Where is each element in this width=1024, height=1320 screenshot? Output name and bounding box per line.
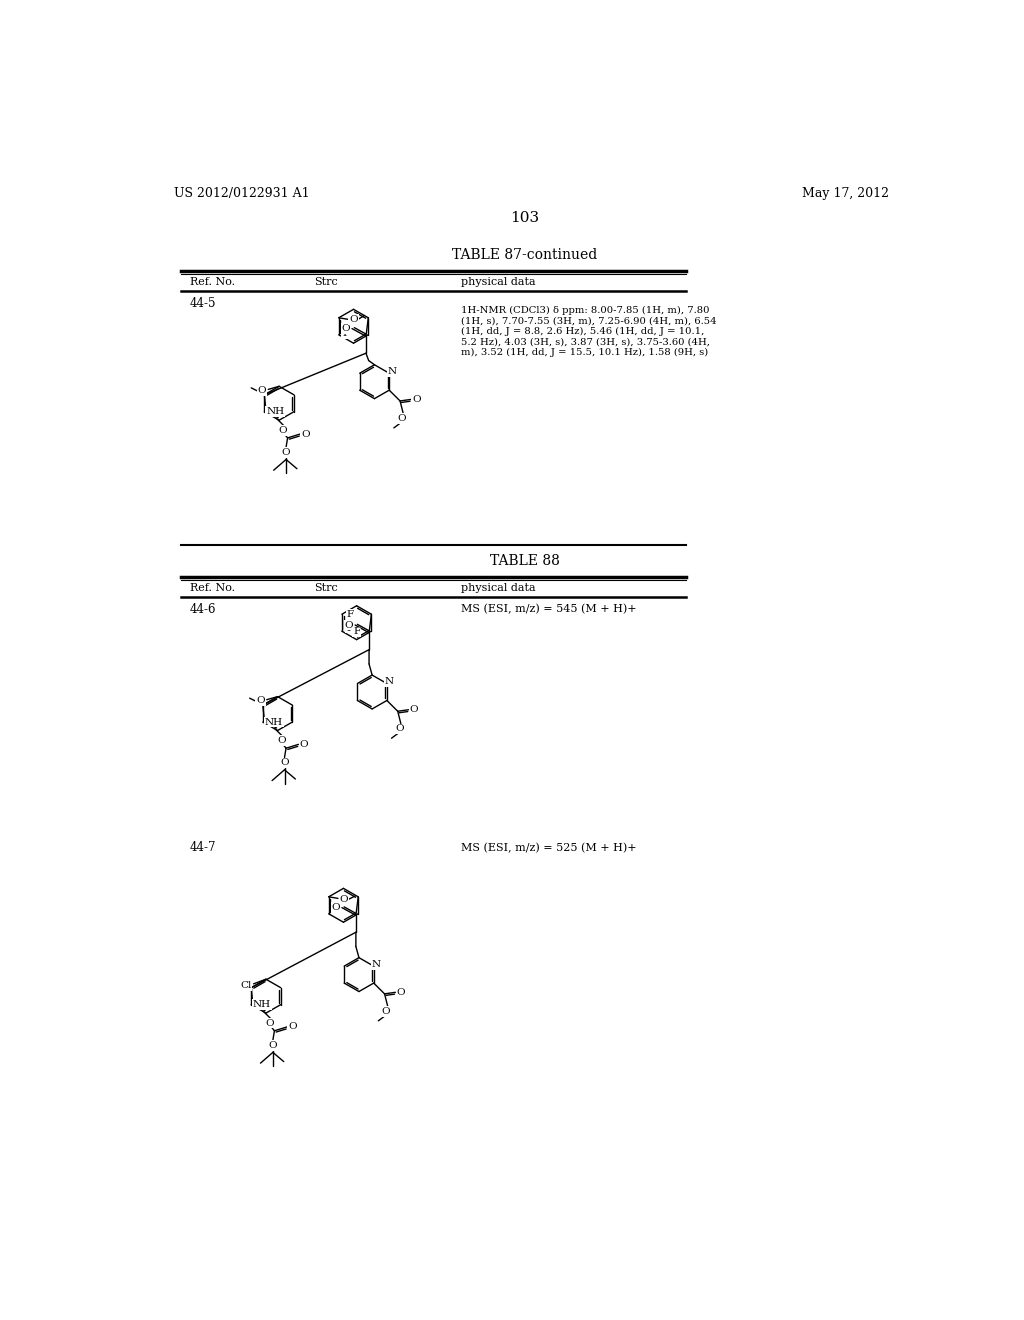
Text: O: O: [281, 759, 289, 767]
Text: O: O: [268, 1041, 278, 1049]
Text: N: N: [385, 677, 394, 686]
Text: US 2012/0122931 A1: US 2012/0122931 A1: [174, 187, 310, 199]
Text: F: F: [342, 329, 349, 338]
Text: 44-6: 44-6: [190, 603, 216, 615]
Text: O: O: [345, 620, 353, 630]
Text: O: O: [395, 725, 403, 734]
Text: Strc: Strc: [314, 277, 338, 286]
Text: O: O: [301, 429, 309, 438]
Text: O: O: [410, 705, 419, 714]
Text: O: O: [341, 325, 350, 333]
Text: TABLE 88: TABLE 88: [489, 554, 560, 568]
Text: Ref. No.: Ref. No.: [190, 277, 236, 286]
Text: Ref. No.: Ref. No.: [190, 583, 236, 593]
Text: O: O: [258, 385, 266, 395]
Text: O: O: [279, 426, 288, 434]
Text: NH: NH: [266, 408, 285, 416]
Text: 103: 103: [510, 211, 540, 226]
Text: N: N: [372, 960, 381, 969]
Text: TABLE 87-continued: TABLE 87-continued: [453, 248, 597, 261]
Text: 44-5: 44-5: [190, 297, 216, 310]
Text: O: O: [349, 315, 357, 323]
Text: O: O: [300, 741, 308, 748]
Text: F: F: [346, 623, 353, 632]
Text: O: O: [332, 903, 340, 912]
Text: physical data: physical data: [461, 277, 536, 286]
Text: NH: NH: [253, 1001, 271, 1008]
Text: O: O: [282, 447, 291, 457]
Text: O: O: [340, 895, 348, 904]
Text: NH: NH: [264, 718, 283, 726]
Text: O: O: [382, 1007, 390, 1016]
Text: 44-7: 44-7: [190, 841, 216, 854]
Text: MS (ESI, m/z) = 545 (M + H)+: MS (ESI, m/z) = 545 (M + H)+: [461, 605, 637, 615]
Text: O: O: [265, 1019, 274, 1027]
Text: Cl: Cl: [240, 981, 252, 990]
Text: O: O: [412, 395, 421, 404]
Text: O: O: [397, 414, 406, 424]
Text: May 17, 2012: May 17, 2012: [802, 187, 889, 199]
Text: physical data: physical data: [461, 583, 536, 593]
Text: F: F: [353, 627, 360, 636]
Text: O: O: [278, 737, 286, 744]
Text: MS (ESI, m/z) = 525 (M + H)+: MS (ESI, m/z) = 525 (M + H)+: [461, 843, 637, 854]
Text: O: O: [288, 1023, 297, 1031]
Text: F: F: [347, 610, 354, 619]
Text: Strc: Strc: [314, 583, 338, 593]
Text: O: O: [256, 696, 265, 705]
Text: N: N: [387, 367, 396, 376]
Text: 1H-NMR (CDCl3) δ ppm: 8.00-7.85 (1H, m), 7.80
(1H, s), 7.70-7.55 (3H, m), 7.25-6: 1H-NMR (CDCl3) δ ppm: 8.00-7.85 (1H, m),…: [461, 306, 717, 358]
Text: O: O: [396, 987, 406, 997]
